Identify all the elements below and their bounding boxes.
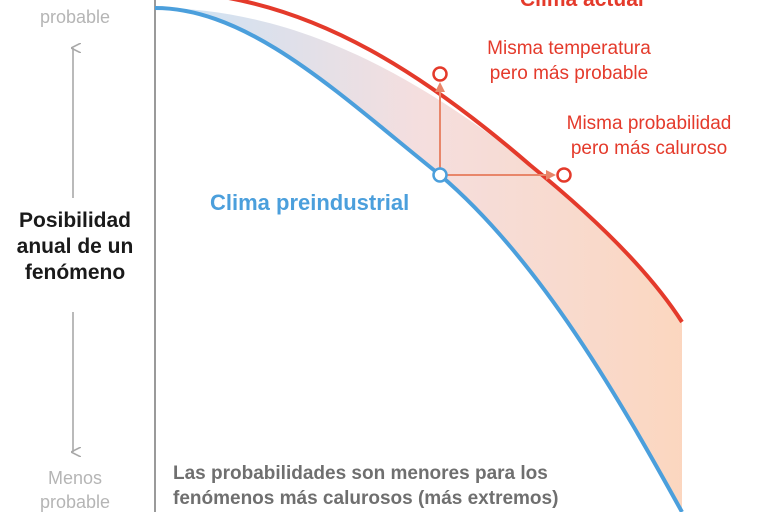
same-probability-annotation: Misma probabilidad pero más caluroso xyxy=(538,111,760,161)
current-climate-curve xyxy=(228,0,684,324)
footnote-line-2: fenómenos más calurosos (más extremos) xyxy=(173,488,559,509)
same-temperature-line-2: pero más probable xyxy=(489,63,649,84)
same-probability-line-1: Misma probabilidad xyxy=(566,113,732,134)
more-probable-text: probable xyxy=(39,7,111,27)
y-axis-title-line-1: Posibilidad xyxy=(18,209,131,232)
y-axis-title-line-3: fenómeno xyxy=(24,261,126,284)
same-temperature-annotation: Misma temperatura pero más probable xyxy=(459,36,679,86)
same-probability-line-2: pero más caluroso xyxy=(570,138,728,159)
same-temperature-line-1: Misma temperatura xyxy=(487,38,651,59)
same-temperature-point xyxy=(432,66,448,82)
less-probable-line-2: probable xyxy=(39,492,111,512)
y-axis-title: Posibilidad anual de un fenómeno xyxy=(0,208,150,286)
footnote-line-1: Las probabilidades son menores para los xyxy=(173,463,548,484)
less-probable-line-1: Menos xyxy=(47,468,103,488)
y-axis-title-line-2: anual de un xyxy=(16,235,134,258)
preindustrial-climate-label: Clima preindustrial xyxy=(210,190,410,215)
preindustrial-point xyxy=(432,167,448,183)
more-probable-label: probable xyxy=(0,6,150,28)
current-climate-label: Clima actual xyxy=(520,0,644,12)
same-probability-point xyxy=(556,167,572,183)
shift-band xyxy=(155,8,682,512)
footnote: Las probabilidades son menores para los … xyxy=(173,461,653,511)
less-probable-label: Menos probable xyxy=(0,466,150,514)
